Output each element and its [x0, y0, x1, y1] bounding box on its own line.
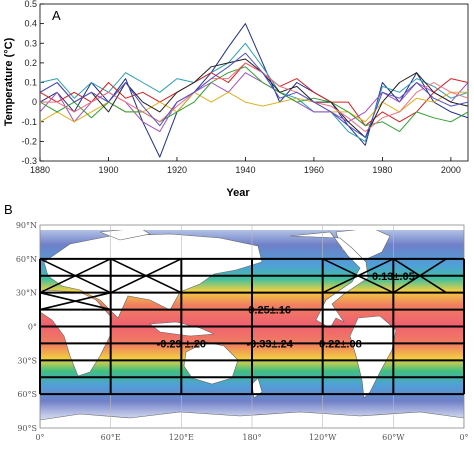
y-tick-label: -0.3: [21, 156, 37, 166]
y-tick-label: 0.3: [24, 38, 37, 48]
x-axis-ticks: 1880 1900 1920 1940 1960 1980 2000: [30, 157, 461, 175]
region-trend-labels: 0.13±.05 0.25±.16 -0.29 ±.20 -0.33±.24 0.22±…: [157, 271, 415, 351]
lon-tick-label: 120°W: [309, 433, 337, 442]
panel-a-frame: [39, 3, 469, 162]
longitude-ticks: 0° 60°E 120°E 180° 120°W 60°W 0°: [35, 433, 468, 442]
region-trend-label: 0.13±.05: [372, 271, 415, 283]
lat-tick-label: 30°S: [17, 356, 37, 365]
series-line-8: [40, 62, 468, 133]
x-tick-label: 1980: [372, 165, 392, 175]
lon-tick-label: 180°: [242, 433, 261, 442]
x-tick-label: 1900: [98, 165, 118, 175]
x-tick-label: 1920: [167, 165, 187, 175]
series-line-7: [40, 58, 468, 138]
y-axis-title: Temperature (°C): [3, 37, 15, 126]
lat-tick-label: 30°N: [16, 289, 37, 298]
region-trend-label: -0.29 ±.20: [157, 338, 206, 350]
panel-b-label: B: [4, 202, 13, 217]
lon-tick-label: 0°: [35, 433, 44, 442]
cell-cross-b: [322, 258, 394, 294]
x-axis-title: Year: [226, 187, 250, 199]
panel-a: A -0.3-0.2-0.100.10.20.30.40.5 1880 1900 1…: [3, 0, 469, 199]
africa: [40, 289, 113, 377]
lat-tick-label: 60°S: [17, 390, 37, 399]
lat-tick-label: 60°N: [16, 255, 37, 264]
x-tick-label: 2000: [441, 165, 461, 175]
cell-cross-b: [392, 258, 447, 294]
lat-tick-label: 0°: [28, 323, 37, 332]
latitude-ticks: 90°N 60°N 30°N 0° 30°S 60°S 90°S: [16, 221, 37, 433]
y-tick-label: -0.1: [21, 117, 37, 127]
y-tick-label: 0: [32, 97, 37, 107]
greenland-north: [99, 230, 151, 241]
y-tick-label: 0.2: [24, 58, 37, 68]
panel-a-label: A: [52, 8, 61, 23]
lon-tick-label: 120°E: [169, 433, 194, 442]
y-tick-label: 0.1: [24, 78, 37, 88]
cell-cross-b: [110, 258, 182, 294]
region-trend-label: -0.33±.24: [246, 338, 293, 350]
series-line-4: [40, 72, 468, 133]
line-series-group: [40, 23, 468, 158]
series-line-9: [40, 52, 468, 138]
region-grid: [39, 257, 465, 396]
cell-cross-b: [39, 291, 111, 311]
y-tick-label: -0.2: [21, 136, 37, 146]
series-line-2: [40, 42, 468, 142]
x-tick-label: 1880: [30, 165, 50, 175]
series-line-6: [40, 66, 468, 133]
north-america: [289, 231, 369, 329]
region-trend-label: 0.22±.08: [319, 338, 362, 350]
panel-b: B 90°N 60°N 30°N 0° 30°S 60°S 90°S 0° 60°E 120°E…: [4, 202, 469, 442]
x-tick-label: 1960: [304, 165, 324, 175]
cell-cross-b: [39, 258, 112, 294]
region-trend-label: 0.25±.16: [248, 305, 291, 317]
y-tick-label: 0.5: [24, 0, 37, 9]
lon-tick-label: 0°: [459, 433, 468, 442]
lat-tick-label: 90°S: [17, 424, 37, 433]
y-axis-ticks: -0.3 -0.2 -0.1 0 0.1 0.2 0.3 0.4 0.5: [21, 0, 44, 166]
lon-tick-label: 60°W: [382, 433, 405, 442]
lon-tick-label: 60°E: [101, 433, 121, 442]
y-tick-label: 0.4: [24, 19, 37, 29]
x-tick-label: 1940: [235, 165, 255, 175]
excluded-cells: [39, 258, 447, 311]
lat-tick-label: 90°N: [16, 221, 37, 230]
